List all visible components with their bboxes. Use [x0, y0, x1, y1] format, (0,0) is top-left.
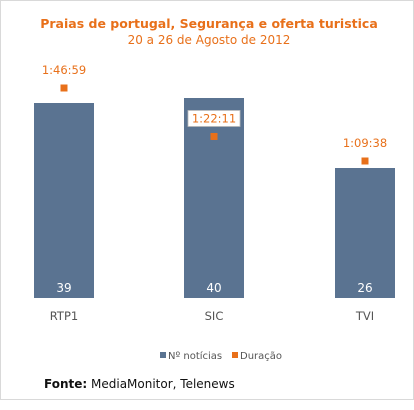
bar-value-label: 39 — [56, 281, 71, 295]
source-label: Fonte: — [44, 377, 88, 391]
legend-swatch — [160, 352, 166, 358]
duration-marker — [60, 84, 68, 92]
bar-tvi — [335, 168, 395, 298]
plot-area: 39 RTP1 1:46:59 40 SIC 1:22:11 26 TVI 1:09:38 — [34, 63, 395, 323]
bar-value-label: 26 — [357, 281, 372, 295]
bar-value-label: 40 — [206, 281, 221, 295]
legend-label: Duração — [240, 351, 282, 362]
bar-rtp1 — [34, 103, 94, 298]
chart-title: Praias de portugal, Segurança e oferta t… — [40, 16, 378, 31]
source-text: MediaMonitor, Telenews — [91, 377, 235, 391]
legend-label: Nº notícias — [168, 350, 222, 362]
duration-label-box — [187, 110, 241, 127]
bar-sic — [184, 98, 244, 298]
duration-label: 1:22:11 — [192, 111, 236, 125]
duration-marker — [210, 132, 218, 140]
legend-swatch — [232, 352, 238, 358]
source-note: Fonte: MediaMonitor, Telenews — [44, 377, 235, 391]
chart-subtitle: 20 a 26 de Agosto de 2012 — [128, 33, 291, 47]
category-label: TVI — [355, 309, 374, 323]
category-label: RTP1 — [50, 309, 78, 323]
category-label: SIC — [205, 309, 224, 323]
duration-marker — [361, 157, 369, 165]
duration-label: 1:46:59 — [42, 63, 86, 77]
legend: Nº notícias Duração — [160, 350, 282, 362]
duration-label: 1:09:38 — [343, 136, 387, 150]
